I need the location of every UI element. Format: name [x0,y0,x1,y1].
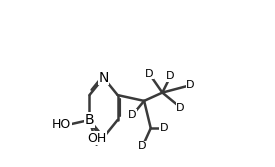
Text: OH: OH [87,132,106,145]
Text: D: D [166,71,175,81]
Text: D: D [186,80,195,90]
Text: HO: HO [52,118,71,131]
Text: D: D [160,123,168,133]
Text: B: B [85,113,94,127]
Text: D: D [128,110,137,120]
Text: D: D [176,103,185,113]
Text: D: D [145,69,153,78]
Text: N: N [98,71,109,85]
Text: D: D [138,141,147,151]
